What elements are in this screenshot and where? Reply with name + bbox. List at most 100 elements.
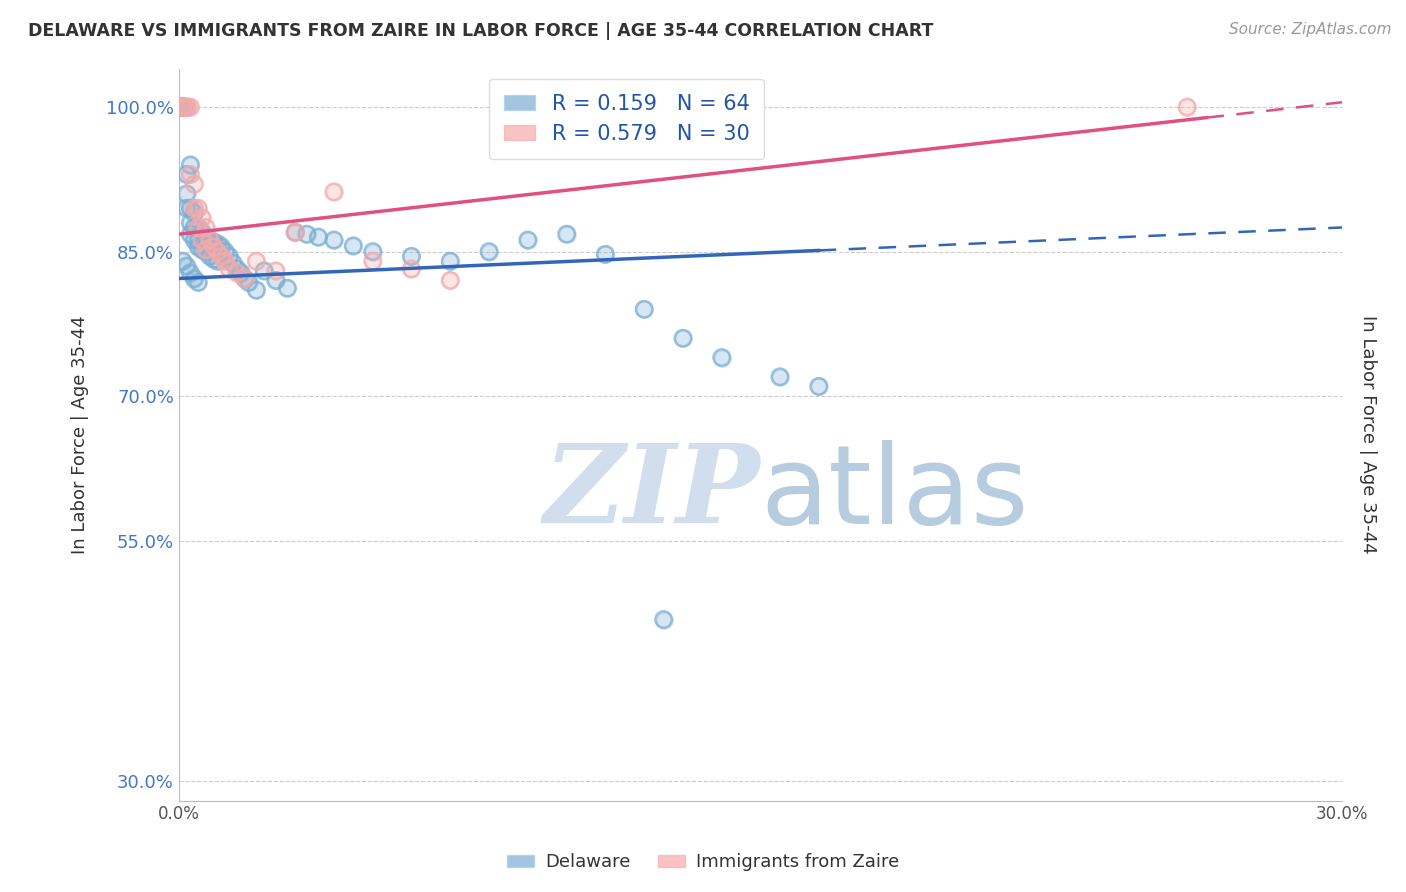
Point bbox=[172, 100, 194, 114]
Point bbox=[172, 100, 194, 114]
Point bbox=[218, 249, 240, 263]
Point bbox=[194, 243, 217, 257]
Point bbox=[769, 369, 792, 384]
Point bbox=[264, 264, 287, 278]
Point bbox=[226, 266, 249, 280]
Point bbox=[191, 243, 214, 257]
Point bbox=[207, 244, 229, 259]
Point bbox=[187, 220, 209, 235]
Point bbox=[172, 100, 194, 114]
Point bbox=[183, 220, 205, 235]
Point bbox=[172, 100, 194, 114]
Point bbox=[276, 281, 298, 295]
Legend: Delaware, Immigrants from Zaire: Delaware, Immigrants from Zaire bbox=[501, 847, 905, 879]
Point bbox=[229, 266, 252, 280]
Point bbox=[194, 244, 217, 259]
Point bbox=[191, 211, 214, 225]
Point bbox=[295, 227, 318, 242]
Point bbox=[202, 235, 225, 249]
Point bbox=[245, 254, 267, 268]
Point bbox=[176, 100, 198, 114]
Point bbox=[361, 244, 384, 259]
Point bbox=[187, 240, 209, 254]
Point bbox=[284, 225, 307, 239]
Point bbox=[187, 276, 209, 290]
Point bbox=[176, 168, 198, 182]
Point bbox=[555, 227, 578, 242]
Point bbox=[172, 100, 194, 114]
Point bbox=[176, 168, 198, 182]
Point bbox=[179, 216, 201, 230]
Point bbox=[198, 249, 221, 263]
Point bbox=[194, 220, 217, 235]
Point bbox=[218, 261, 240, 276]
Point bbox=[401, 261, 423, 276]
Point bbox=[202, 240, 225, 254]
Point bbox=[401, 249, 423, 263]
Point bbox=[183, 206, 205, 220]
Point bbox=[172, 100, 194, 114]
Point bbox=[672, 331, 695, 345]
Point bbox=[202, 235, 225, 249]
Point bbox=[284, 225, 307, 239]
Point bbox=[172, 100, 194, 114]
Point bbox=[172, 100, 194, 114]
Point bbox=[209, 240, 232, 254]
Point bbox=[179, 216, 201, 230]
Point bbox=[191, 243, 214, 257]
Point bbox=[214, 244, 236, 259]
Point bbox=[516, 233, 538, 247]
Point bbox=[176, 186, 198, 201]
Legend: R = 0.159   N = 64, R = 0.579   N = 30: R = 0.159 N = 64, R = 0.579 N = 30 bbox=[489, 78, 765, 159]
Point bbox=[595, 247, 617, 261]
Point bbox=[187, 201, 209, 215]
Point bbox=[322, 185, 344, 199]
Point bbox=[233, 271, 256, 285]
Point bbox=[172, 254, 194, 268]
Point bbox=[218, 249, 240, 263]
Point bbox=[652, 613, 675, 627]
Point bbox=[214, 254, 236, 268]
Point bbox=[202, 252, 225, 267]
Point bbox=[187, 233, 209, 247]
Point bbox=[183, 271, 205, 285]
Point bbox=[172, 100, 194, 114]
Point bbox=[214, 244, 236, 259]
Point bbox=[207, 244, 229, 259]
Point bbox=[183, 220, 205, 235]
Point bbox=[245, 283, 267, 297]
Point bbox=[179, 158, 201, 172]
Point bbox=[176, 186, 198, 201]
Point bbox=[176, 259, 198, 273]
Point bbox=[194, 230, 217, 244]
Point bbox=[478, 244, 501, 259]
Point bbox=[233, 271, 256, 285]
Point bbox=[187, 233, 209, 247]
Point bbox=[439, 273, 461, 287]
Point bbox=[198, 233, 221, 247]
Point bbox=[194, 244, 217, 259]
Point bbox=[191, 225, 214, 239]
Point bbox=[439, 254, 461, 268]
Point bbox=[307, 230, 329, 244]
Point bbox=[264, 273, 287, 287]
Point bbox=[179, 266, 201, 280]
Point bbox=[179, 201, 201, 215]
Point bbox=[183, 201, 205, 215]
Point bbox=[233, 271, 256, 285]
Point bbox=[176, 100, 198, 114]
Point bbox=[172, 100, 194, 114]
Point bbox=[183, 201, 205, 215]
Point bbox=[179, 266, 201, 280]
Point bbox=[238, 276, 260, 290]
Point bbox=[179, 168, 201, 182]
Point bbox=[179, 201, 201, 215]
Point bbox=[183, 233, 205, 247]
Point bbox=[183, 271, 205, 285]
Point bbox=[198, 233, 221, 247]
Point bbox=[209, 249, 232, 263]
Point bbox=[276, 281, 298, 295]
Point bbox=[187, 220, 209, 235]
Point bbox=[191, 233, 214, 247]
Text: DELAWARE VS IMMIGRANTS FROM ZAIRE IN LABOR FORCE | AGE 35-44 CORRELATION CHART: DELAWARE VS IMMIGRANTS FROM ZAIRE IN LAB… bbox=[28, 22, 934, 40]
